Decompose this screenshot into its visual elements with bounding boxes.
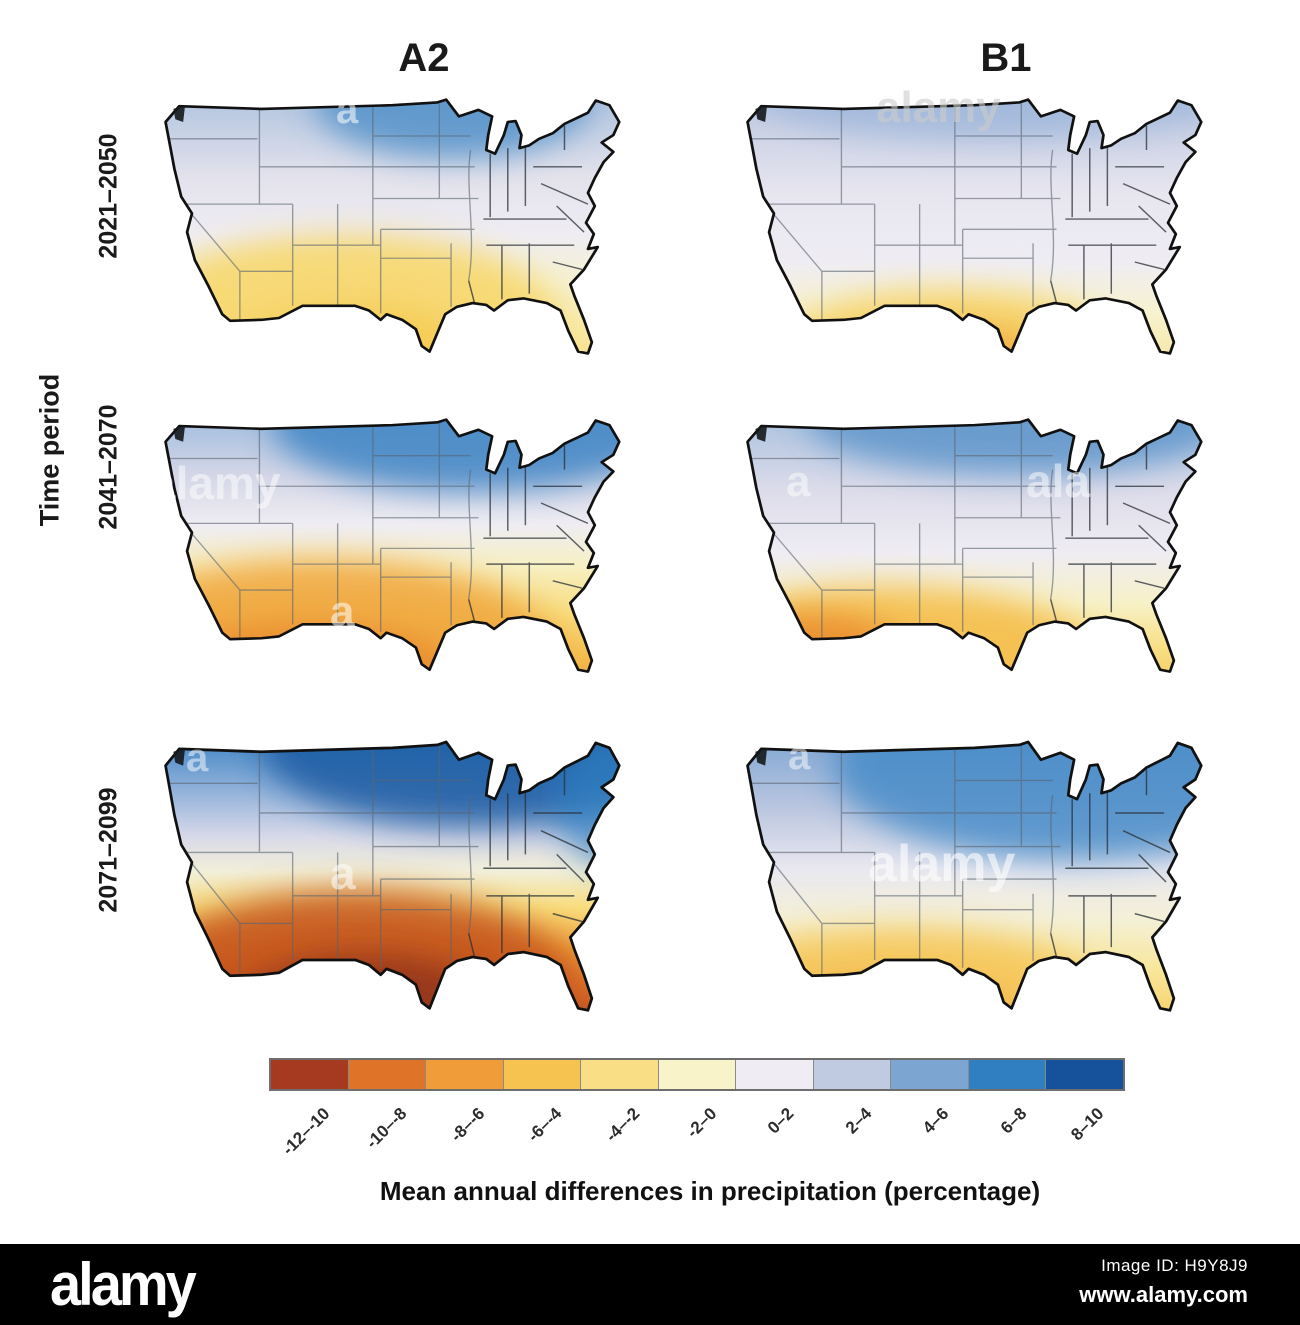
map-b1-2041-2070 (728, 414, 1256, 692)
puget-sound-mark (755, 747, 768, 766)
legend-tick-label: -10–-8 (362, 1104, 411, 1153)
state-borders-east (467, 769, 589, 958)
legend-tick-label: 8–10 (1067, 1104, 1108, 1145)
us-map-svg (164, 740, 621, 1012)
map-b1-2021-2050 (728, 94, 1256, 374)
legend-tick-label: -6–-4 (524, 1104, 566, 1146)
legend-tick-label: 6–8 (996, 1104, 1031, 1138)
us-outline (746, 740, 1203, 1012)
legend-tick-label: 4–6 (919, 1104, 953, 1138)
us-map-svg (164, 98, 621, 355)
column-header-a2: A2 (398, 36, 450, 80)
row-axis-title: Time period (34, 373, 65, 527)
legend-tick-label: 2–4 (841, 1104, 876, 1138)
legend-cell (348, 1060, 427, 1089)
state-borders-west (749, 102, 1061, 320)
row-label-2071-2099: 2071–2099 (94, 787, 123, 913)
state-borders-east (467, 445, 589, 622)
image-id-text: Image ID: H9Y8J9 (1101, 1256, 1248, 1275)
row-label-2021-2050: 2021–2050 (94, 133, 123, 259)
legend-cell (968, 1060, 1047, 1089)
legend-cell (1046, 1060, 1124, 1089)
state-borders-west (167, 422, 479, 639)
footer-info: Image ID: H9Y8J9 www.alamy.com (1079, 1256, 1248, 1308)
legend-cell (503, 1060, 582, 1089)
row-label-2041-2070: 2041–2070 (94, 404, 123, 530)
puget-sound-mark (173, 425, 186, 442)
us-outline (164, 418, 621, 673)
alamy-url-text: www.alamy.com (1079, 1282, 1248, 1307)
color-legend-tick-labels: -12–-10 -10–-8 -8–-6 -6–-4 -4–-2 -2–0 0–2 2–4 4–… (269, 1094, 1125, 1178)
legend-cell (891, 1060, 969, 1089)
us-map-svg (746, 740, 1203, 1012)
puget-sound-mark (173, 105, 186, 122)
legend-tick-label: -8–-6 (446, 1104, 489, 1146)
legend-caption: Mean annual differences in precipitation… (379, 1176, 1041, 1206)
legend-tick-label: -4–-2 (601, 1104, 643, 1146)
state-borders-east (467, 125, 589, 304)
map-a2-2041-2070 (146, 414, 674, 692)
us-map-svg (164, 418, 621, 673)
legend-tick-label: -12–-10 (278, 1104, 334, 1159)
map-b1-2071-2099 (728, 736, 1256, 1032)
us-map-svg (746, 418, 1203, 673)
us-outline (746, 418, 1203, 673)
legend-cell (581, 1060, 659, 1089)
us-outline (164, 740, 621, 1012)
color-legend-bar (269, 1058, 1125, 1091)
state-borders-west (749, 422, 1061, 639)
map-a2-2021-2050 (146, 94, 674, 374)
stock-photo-footer-bar: alamy Image ID: H9Y8J9 www.alamy.com (0, 1244, 1300, 1325)
legend-cell (813, 1060, 892, 1089)
puget-sound-mark (173, 747, 186, 766)
state-borders-east (1049, 769, 1171, 958)
state-borders-west (167, 744, 479, 975)
alamy-logo: alamy (50, 1249, 197, 1318)
state-borders-west (749, 744, 1061, 975)
legend-cell (658, 1060, 737, 1089)
legend-tick-label: -2–0 (682, 1104, 721, 1142)
state-borders-east (1049, 445, 1171, 622)
legend-cell (426, 1060, 504, 1089)
us-map-svg (746, 98, 1203, 355)
puget-sound-mark (755, 425, 768, 442)
puget-sound-mark (755, 105, 768, 122)
us-outline (746, 98, 1203, 355)
column-header-b1: B1 (980, 36, 1032, 80)
map-a2-2071-2099 (146, 736, 674, 1032)
legend-cell (736, 1060, 814, 1089)
legend-cell (271, 1060, 349, 1089)
state-borders-east (1049, 125, 1171, 304)
us-outline (164, 98, 621, 355)
state-borders-west (167, 102, 479, 320)
legend-tick-label: 0–2 (764, 1104, 798, 1138)
